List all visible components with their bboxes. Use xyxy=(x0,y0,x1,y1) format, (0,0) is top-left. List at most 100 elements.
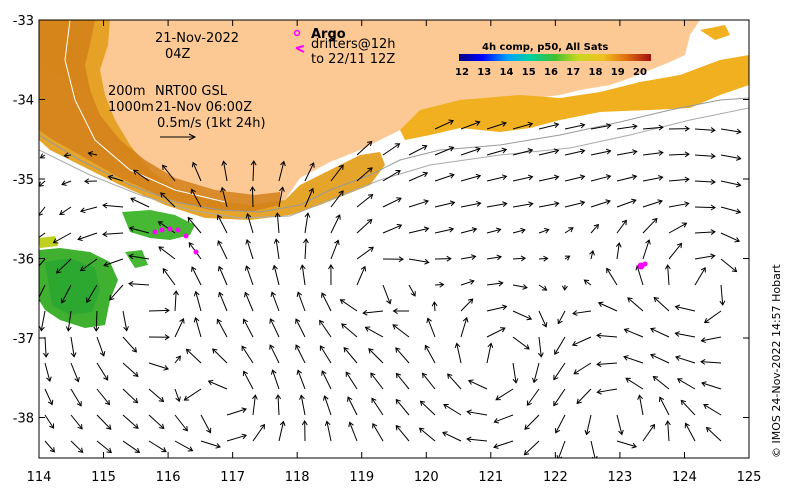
current-arrow xyxy=(447,373,462,390)
current-arrow xyxy=(557,310,566,325)
current-arrow xyxy=(424,344,436,364)
current-arrow xyxy=(486,280,504,287)
current-arrow xyxy=(148,307,170,314)
current-arrow xyxy=(642,239,651,260)
current-arrow xyxy=(148,362,169,371)
argo-floats xyxy=(152,226,648,270)
current-arrow xyxy=(664,264,671,286)
current-arrow xyxy=(526,388,540,407)
current-arrow xyxy=(79,206,98,214)
argo-float xyxy=(167,226,173,232)
current-arrow xyxy=(200,440,221,449)
current-arrow xyxy=(705,426,722,442)
current-arrow xyxy=(96,414,112,430)
current-arrow xyxy=(382,197,402,208)
current-arrow xyxy=(649,327,670,338)
current-arrow xyxy=(720,206,742,215)
current-arrow xyxy=(486,121,507,130)
argo-legend-label: Argo xyxy=(311,27,346,42)
current-arrow xyxy=(720,154,742,161)
current-arrow xyxy=(493,414,514,424)
current-arrow xyxy=(408,258,430,265)
current-arrow xyxy=(148,388,165,403)
current-arrow xyxy=(296,369,306,390)
current-arrow xyxy=(96,440,112,454)
current-arrow xyxy=(193,290,202,312)
current-arrow xyxy=(96,388,111,406)
current-arrow xyxy=(589,249,595,260)
current-arrow xyxy=(561,284,568,291)
current-arrow xyxy=(304,212,311,234)
y-tick-label: -37 xyxy=(13,332,34,347)
current-arrow xyxy=(122,336,138,353)
current-arrow xyxy=(356,218,373,234)
current-arrow xyxy=(44,440,56,453)
scale-label: 0.5m/s (1kt 24h) xyxy=(157,116,266,131)
current-arrow xyxy=(694,127,716,134)
current-arrow xyxy=(434,146,455,156)
current-arrow xyxy=(86,284,98,304)
x-tick-label: 123 xyxy=(607,470,632,485)
current-arrow xyxy=(460,147,481,156)
current-arrow xyxy=(637,394,644,416)
current-arrow xyxy=(395,372,410,390)
credit-label: © IMOS 24-Nov-2022 14:57 Hobart xyxy=(770,264,783,458)
current-arrow xyxy=(55,258,72,274)
current-arrow xyxy=(668,201,690,208)
current-arrow xyxy=(162,268,176,286)
current-arrow xyxy=(322,395,332,416)
current-arrow xyxy=(148,414,165,430)
current-arrow xyxy=(251,394,258,416)
current-arrow xyxy=(158,246,176,260)
current-arrow xyxy=(538,310,548,328)
current-arrow xyxy=(221,160,228,182)
current-arrow xyxy=(216,214,228,234)
current-arrow xyxy=(304,162,315,182)
colorbar-ticks: 12 13 14 15 16 17 18 19 20 xyxy=(455,67,647,78)
current-arrow xyxy=(720,258,738,273)
current-arrow xyxy=(368,348,384,364)
current-arrow xyxy=(524,414,540,430)
current-arrow xyxy=(191,266,202,286)
current-arrow xyxy=(493,440,514,449)
current-arrow xyxy=(70,440,84,453)
current-arrow xyxy=(512,310,533,321)
current-arrow xyxy=(564,255,571,261)
current-arrow xyxy=(70,388,82,407)
current-arrow xyxy=(364,326,384,338)
scale-arrow xyxy=(160,133,197,141)
argo-float xyxy=(159,227,165,233)
current-arrow xyxy=(642,423,655,442)
current-arrow xyxy=(434,173,455,182)
current-arrow xyxy=(70,336,77,358)
current-arrow xyxy=(616,219,627,234)
current-arrow xyxy=(486,147,508,156)
y-axis: -33 -34 -35 -36 -37 -38 xyxy=(13,14,749,427)
current-arrow xyxy=(61,180,72,186)
current-arrow xyxy=(330,164,344,182)
current-arrow xyxy=(330,239,340,260)
current-arrow xyxy=(512,336,530,350)
current-arrow xyxy=(606,267,618,286)
current-arrow xyxy=(720,180,742,188)
current-arrow xyxy=(703,310,722,324)
current-arrow xyxy=(590,123,612,130)
current-arrow xyxy=(103,258,124,268)
current-arrow xyxy=(77,232,98,242)
current-arrow xyxy=(486,304,508,312)
current-arrow xyxy=(418,427,436,442)
current-arrow xyxy=(538,174,560,182)
current-arrow xyxy=(382,170,401,182)
current-arrow xyxy=(39,258,46,267)
current-arrow xyxy=(523,440,540,456)
current-arrow xyxy=(572,310,592,316)
current-arrow xyxy=(341,323,358,338)
current-arrow xyxy=(362,309,384,316)
current-arrow xyxy=(486,327,506,338)
current-arrow xyxy=(616,123,638,130)
current-arrow xyxy=(217,240,228,260)
current-arrow xyxy=(431,301,438,312)
current-arrow xyxy=(356,167,373,182)
current-arrow xyxy=(173,290,179,312)
